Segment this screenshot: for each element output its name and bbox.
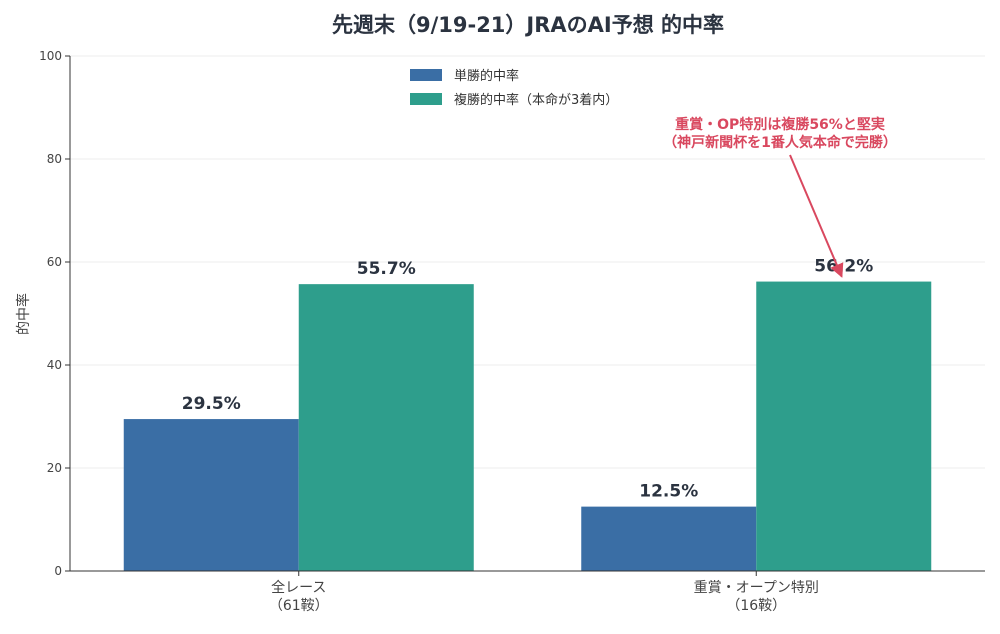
y-tick-label: 40 (47, 358, 62, 372)
bar-place-1 (756, 281, 932, 571)
legend-swatch-1 (410, 93, 442, 105)
annotation: 重賞・OP特別は複勝56%と堅実（神戸新聞杯を1番人気本命で完勝） (663, 116, 897, 278)
data-label: 29.5% (182, 394, 241, 414)
y-tick-label: 80 (47, 152, 62, 166)
y-tick-label: 0 (54, 564, 62, 578)
y-axis-label: 的中率 (15, 293, 32, 335)
data-labels: 29.5% 55.7% 12.5% 56.2% (182, 257, 873, 502)
legend-label-0: 単勝的中率 (454, 68, 519, 84)
chart-title: 先週末（9/19-21）JRAのAI予想 的中率 (332, 13, 724, 37)
x-tick-label: （16鞍） (726, 598, 786, 614)
legend-label-1: 複勝的中率（本命が3着内） (454, 92, 618, 108)
y-tick-label: 100 (39, 49, 62, 63)
annotation-text: 重賞・OP特別は複勝56%と堅実 (675, 116, 885, 133)
x-tick-label: （61鞍） (269, 598, 329, 614)
y-tick-label: 20 (47, 461, 62, 475)
data-label: 55.7% (357, 259, 416, 279)
legend-swatch-0 (410, 69, 442, 81)
data-label: 56.2% (814, 257, 873, 277)
data-label: 12.5% (639, 482, 698, 502)
x-tick-label: 重賞・オープン特別 (694, 580, 819, 596)
bar-win-0 (123, 419, 299, 571)
axes: 0 20 40 60 80 100 全レース （61鞍） 重賞・オープン特別 （16鞍） (39, 49, 985, 614)
y-tick-label: 60 (47, 255, 62, 269)
bar-place-0 (298, 284, 474, 571)
bars (123, 281, 932, 571)
x-tick-label: 全レース (271, 579, 326, 596)
annotation-arrow (789, 154, 844, 278)
bar-win-1 (581, 506, 757, 571)
annotation-text: （神戸新聞杯を1番人気本命で完勝） (663, 134, 897, 151)
